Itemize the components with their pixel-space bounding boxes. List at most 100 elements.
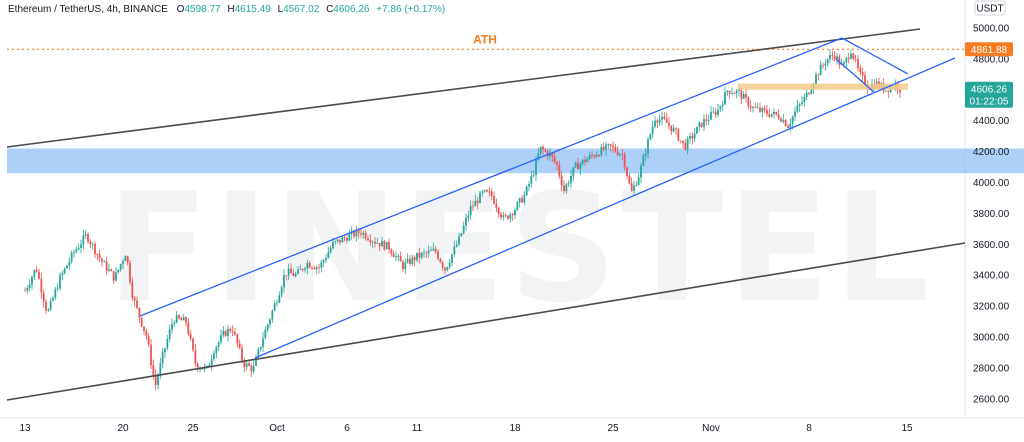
candle-down bbox=[131, 282, 134, 299]
candle-down bbox=[857, 59, 859, 69]
price-tick-label: 3800.00 bbox=[973, 209, 1010, 220]
wedge-lower-line[interactable] bbox=[835, 58, 875, 93]
candle-up bbox=[502, 215, 505, 218]
symbol-title: Ethereum / TetherUS, 4h, BINANCE bbox=[8, 4, 168, 15]
candle-down bbox=[780, 118, 782, 122]
lower-trendline[interactable] bbox=[6, 242, 966, 401]
upper-trendline[interactable] bbox=[6, 28, 921, 148]
candle-up bbox=[703, 119, 705, 127]
candle-down bbox=[544, 149, 547, 152]
candle-up bbox=[824, 63, 827, 65]
candle-up bbox=[819, 64, 822, 76]
candle-up bbox=[28, 284, 31, 289]
candle-up bbox=[182, 317, 185, 321]
candle-down bbox=[343, 237, 346, 239]
candle-down bbox=[507, 215, 509, 219]
candle-up bbox=[397, 255, 400, 257]
candle-up bbox=[432, 248, 435, 251]
candle-up bbox=[255, 357, 257, 366]
channel-upper-line[interactable] bbox=[139, 37, 843, 317]
candle-up bbox=[791, 116, 794, 124]
candle-up bbox=[574, 162, 577, 168]
candle-down bbox=[628, 176, 631, 184]
candle-down bbox=[714, 111, 717, 115]
candle-up bbox=[803, 96, 806, 103]
candles-group bbox=[24, 48, 901, 391]
candle-up bbox=[416, 252, 418, 261]
candle-up bbox=[633, 185, 635, 191]
candle-up bbox=[68, 261, 71, 266]
candle-down bbox=[185, 317, 187, 323]
candle-up bbox=[108, 269, 110, 271]
candle-down bbox=[768, 114, 771, 117]
candle-down bbox=[740, 90, 743, 99]
candle-countdown-text: 01:22:05 bbox=[970, 96, 1009, 107]
candle-up bbox=[119, 264, 122, 270]
candle-down bbox=[89, 241, 92, 245]
candle-down bbox=[339, 239, 341, 243]
candle-down bbox=[831, 54, 834, 56]
candle-up bbox=[451, 254, 453, 263]
candle-up bbox=[446, 266, 449, 271]
candle-down bbox=[700, 122, 703, 127]
candle-up bbox=[458, 236, 460, 245]
channel-lower-line[interactable] bbox=[254, 57, 956, 359]
candle-up bbox=[161, 352, 164, 364]
candle-down bbox=[887, 90, 890, 92]
candle-up bbox=[82, 235, 85, 245]
candle-up bbox=[341, 237, 344, 243]
last-price-tag-text: 4606.26 bbox=[971, 84, 1008, 95]
candle-down bbox=[495, 203, 498, 209]
candle-up bbox=[77, 247, 80, 250]
candle-down bbox=[201, 368, 204, 370]
candle-up bbox=[84, 234, 87, 236]
candle-up bbox=[297, 269, 299, 274]
candle-down bbox=[87, 234, 89, 242]
candle-down bbox=[614, 147, 617, 152]
candle-down bbox=[675, 128, 677, 130]
candle-down bbox=[180, 318, 183, 321]
candle-up bbox=[661, 116, 663, 120]
candle-up bbox=[467, 215, 470, 218]
candle-up bbox=[516, 202, 519, 210]
support-zone[interactable] bbox=[738, 83, 908, 90]
candle-up bbox=[52, 297, 54, 301]
candle-down bbox=[679, 140, 682, 142]
candle-down bbox=[663, 116, 666, 119]
candle-down bbox=[838, 56, 841, 65]
currency-button[interactable] bbox=[974, 0, 1006, 16]
price-tick-label: 4800.00 bbox=[973, 54, 1010, 65]
blue-zone[interactable] bbox=[7, 148, 965, 174]
candle-up bbox=[280, 287, 283, 296]
candle-down bbox=[854, 58, 857, 60]
candle-up bbox=[789, 123, 792, 128]
price-axis[interactable]: 5000.004800.004600.004400.004200.004000.… bbox=[973, 23, 1010, 405]
time-axis[interactable]: 13 20 25 Oct 6 11 18 25 Nov 8 15 bbox=[19, 423, 913, 434]
candle-down bbox=[558, 164, 561, 176]
candle-up bbox=[276, 302, 278, 304]
candle-up bbox=[686, 138, 689, 150]
candle-down bbox=[602, 146, 605, 150]
candle-up bbox=[693, 133, 696, 139]
candle-down bbox=[112, 271, 115, 281]
price-tick-label: 3400.00 bbox=[973, 271, 1010, 282]
candle-down bbox=[551, 152, 554, 157]
candle-down bbox=[353, 231, 355, 237]
candle-down bbox=[234, 332, 236, 335]
candle-up bbox=[885, 90, 887, 92]
candle-down bbox=[864, 75, 866, 86]
candle-up bbox=[283, 275, 285, 288]
symbol-legend[interactable]: Ethereum / TetherUS, 4h, BINANCE O4598.7… bbox=[8, 4, 445, 15]
candle-down bbox=[584, 159, 586, 163]
wedge-upper-line[interactable] bbox=[841, 37, 909, 75]
ath-price-tag-text: 4861.88 bbox=[971, 45, 1008, 56]
candle-up bbox=[220, 335, 222, 343]
candle-down bbox=[399, 255, 402, 262]
candle-up bbox=[269, 319, 271, 325]
candle-down bbox=[747, 97, 750, 107]
candle-up bbox=[273, 303, 276, 311]
candle-up bbox=[537, 153, 540, 160]
candle-up bbox=[726, 91, 729, 93]
candle-down bbox=[616, 151, 619, 155]
